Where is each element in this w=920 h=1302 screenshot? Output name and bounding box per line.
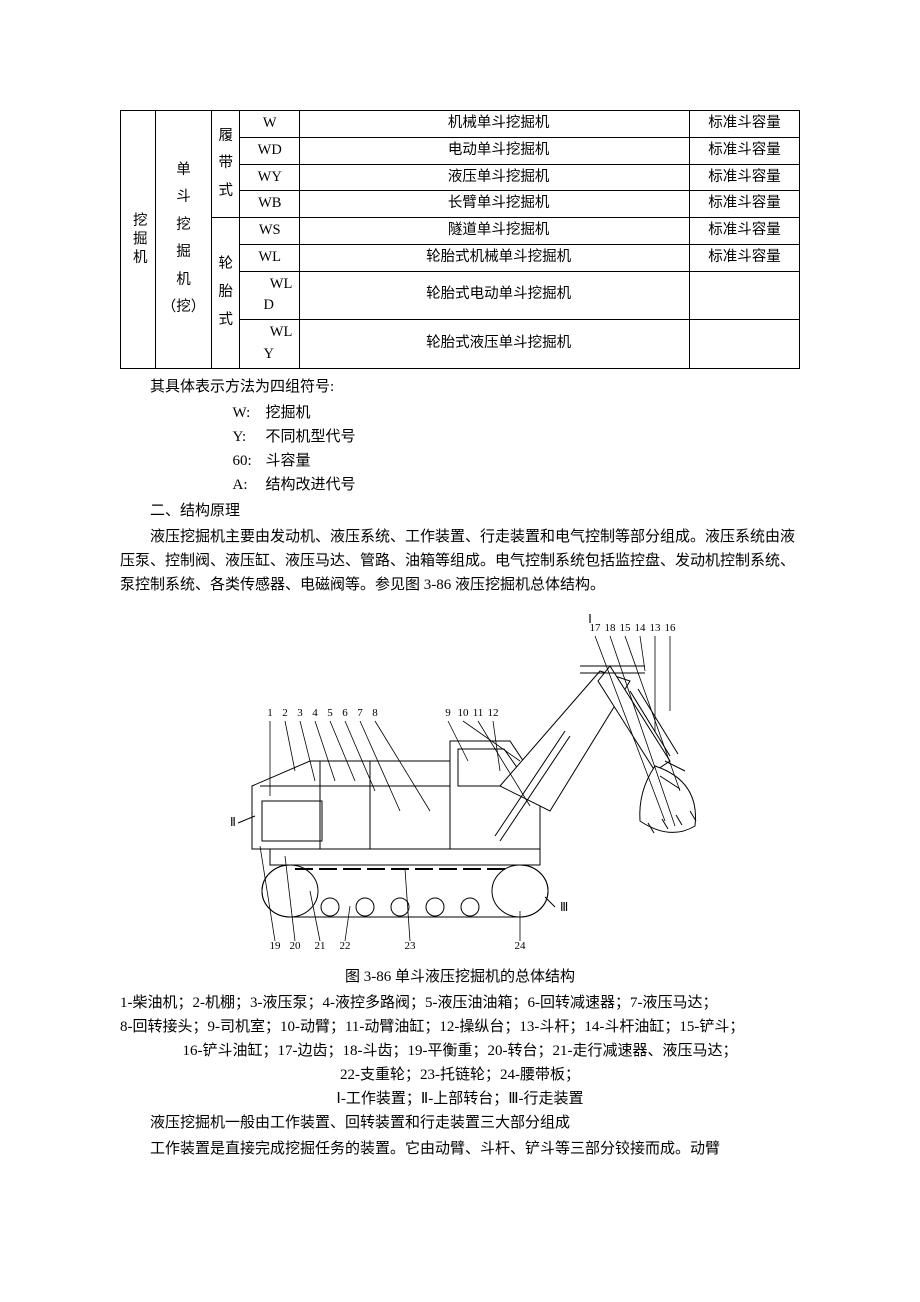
fig-label: 2	[282, 707, 288, 719]
symbol-text: 斗容量	[266, 453, 311, 469]
fig-label: 10	[458, 707, 470, 719]
symbols-intro: 其具体表示方法为四组符号:	[120, 375, 800, 399]
code-cell: WY	[240, 164, 300, 191]
code-cell: WLD	[240, 271, 300, 320]
table-col1: 挖掘机	[127, 212, 149, 268]
fig-label: 16	[665, 622, 677, 634]
fig-label: 11	[473, 707, 484, 719]
fig-label: 6	[342, 707, 348, 719]
fig-label: 4	[312, 707, 318, 719]
structure-paragraph: 液压挖掘机主要由发动机、液压系统、工作装置、行走装置和电气控制等部分组成。液压系…	[120, 525, 800, 597]
symbol-text: 不同机型代号	[266, 429, 356, 445]
name-cell: 隧道单斗挖掘机	[300, 218, 690, 245]
param-cell: 标准斗容量	[690, 191, 800, 218]
figure-caption: 图 3-86 单斗液压挖掘机的总体结构	[120, 965, 800, 989]
legend-line: Ⅰ-工作装置；Ⅱ-上部转台；Ⅲ-行走装置	[120, 1087, 800, 1111]
roman-label: Ⅰ	[588, 612, 592, 626]
param-cell: 标准斗容量	[690, 137, 800, 164]
name-cell: 电动单斗挖掘机	[300, 137, 690, 164]
section-2-title: 二、结构原理	[120, 499, 800, 523]
fig-label: 8	[372, 707, 378, 719]
param-cell: 标准斗容量	[690, 218, 800, 245]
code-cell: WL	[240, 244, 300, 271]
legend-line: 1-柴油机；2-机棚；3-液压泵；4-液控多路阀；5-液压油油箱；6-回转减速器…	[120, 991, 800, 1015]
fig-label: 22	[340, 940, 351, 951]
param-cell: 标准斗容量	[690, 111, 800, 138]
fig-label: 3	[297, 707, 303, 719]
fig-label: 19	[270, 940, 282, 951]
symbol-definitions: W:挖掘机 Y:不同机型代号 60:斗容量 A:结构改进代号	[233, 401, 801, 497]
fig-label: 21	[315, 940, 326, 951]
fig-label: 15	[620, 622, 632, 634]
code-cell: WB	[240, 191, 300, 218]
name-cell: 液压单斗挖掘机	[300, 164, 690, 191]
fig-label: 23	[405, 940, 417, 951]
code-cell: WLY	[240, 320, 300, 369]
code-cell: W	[240, 111, 300, 138]
legend-line: 16-铲斗油缸；17-边齿；18-斗齿；19-平衡重；20-转台；21-走行减速…	[120, 1039, 800, 1063]
legend-line: 8-回转接头；9-司机室；10-动臂；11-动臂油缸；12-操纵台；13-斗杆；…	[120, 1015, 800, 1039]
table-col2: 单斗挖掘机（挖）	[162, 157, 206, 322]
excavator-diagram-svg: 17 18 15 14 13 16 Ⅰ 1 2 3 4 5 6 7 8 9 10…	[200, 611, 720, 951]
legend-line: 22-支重轮；23-托链轮；24-腰带板；	[120, 1063, 800, 1087]
fig-label: 20	[290, 940, 302, 951]
fig-label: 24	[515, 940, 527, 951]
excavator-types-table: 挖掘机 单斗挖掘机（挖） 履带式 W 机械单斗挖掘机 标准斗容量 WD 电动单斗…	[120, 110, 800, 369]
tail-paragraph-1: 液压挖掘机一般由工作装置、回转装置和行走装置三大部分组成	[120, 1111, 800, 1135]
code-cell: WD	[240, 137, 300, 164]
symbol-text: 挖掘机	[266, 405, 311, 421]
name-cell: 长臂单斗挖掘机	[300, 191, 690, 218]
param-cell	[690, 271, 800, 320]
fig-label: 1	[267, 707, 273, 719]
roman-label: Ⅲ	[560, 900, 568, 914]
param-cell	[690, 320, 800, 369]
param-cell: 标准斗容量	[690, 244, 800, 271]
table-group-wheel: 轮胎式	[218, 251, 233, 334]
table-group-crawler: 履带式	[218, 123, 233, 206]
name-cell: 轮胎式液压单斗挖掘机	[300, 320, 690, 369]
symbol-code: 60:	[233, 449, 266, 473]
figure-3-86: 17 18 15 14 13 16 Ⅰ 1 2 3 4 5 6 7 8 9 10…	[120, 611, 800, 959]
name-cell: 轮胎式机械单斗挖掘机	[300, 244, 690, 271]
roman-label: Ⅱ	[230, 815, 236, 829]
tail-paragraph-2: 工作装置是直接完成挖掘任务的装置。它由动臂、斗杆、铲斗等三部分铰接而成。动臂	[120, 1137, 800, 1161]
fig-label: 7	[357, 707, 363, 719]
symbol-code: Y:	[233, 425, 266, 449]
fig-label: 5	[327, 707, 333, 719]
param-cell: 标准斗容量	[690, 164, 800, 191]
name-cell: 轮胎式电动单斗挖掘机	[300, 271, 690, 320]
fig-label: 14	[635, 622, 647, 634]
code-cell: WS	[240, 218, 300, 245]
fig-label: 18	[605, 622, 617, 634]
symbol-code: A:	[233, 473, 266, 497]
fig-label: 13	[650, 622, 662, 634]
symbol-code: W:	[233, 401, 266, 425]
name-cell: 机械单斗挖掘机	[300, 111, 690, 138]
fig-label: 9	[445, 707, 451, 719]
symbol-text: 结构改进代号	[266, 477, 356, 493]
fig-label: 12	[488, 707, 499, 719]
